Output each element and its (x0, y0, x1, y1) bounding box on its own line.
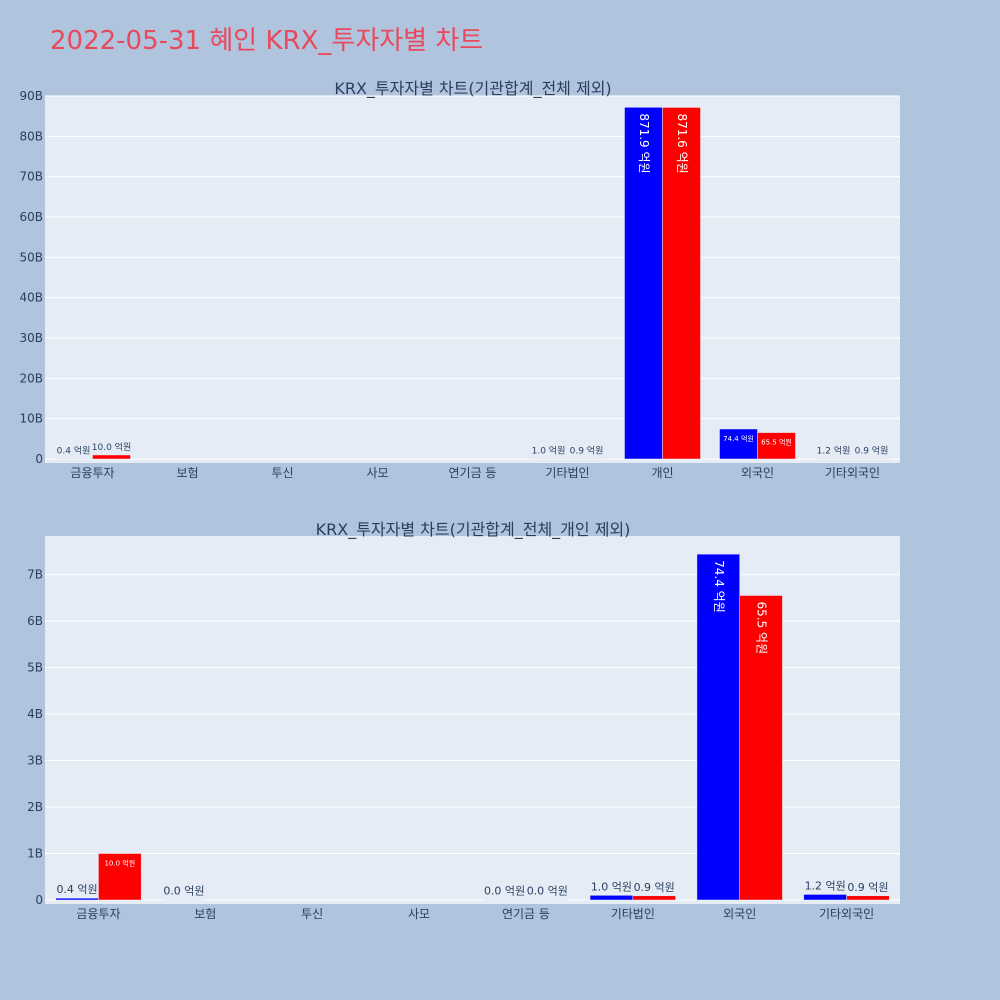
y-tick-label: 80B (19, 129, 43, 143)
x-tick-label: 금융투자 (76, 907, 120, 921)
bar-data-label: 0.4 억원 (56, 883, 97, 896)
bar-data-label: 871.6 억원 (675, 113, 689, 173)
bar-data-label: 10.0 억원 (104, 859, 135, 868)
y-tick-label: 3B (27, 754, 43, 768)
x-tick-label: 사모 (366, 466, 388, 480)
bar (814, 458, 853, 460)
bar (624, 107, 663, 460)
y-tick-label: 50B (19, 250, 43, 264)
y-tick-label: 10B (19, 412, 43, 426)
x-tick-label: 금융투자 (70, 466, 114, 480)
x-tick-label: 연기금 등 (502, 907, 550, 921)
x-tick-label: 투신 (301, 907, 323, 921)
bar-data-label: 1.2 억원 (805, 879, 846, 892)
bar-data-label: 1.0 억원 (591, 880, 632, 893)
bar (525, 899, 569, 901)
x-tick-label: 투신 (271, 466, 293, 480)
bar-data-label: 0.9 억원 (847, 881, 888, 894)
bar (55, 897, 99, 901)
bar (54, 458, 93, 460)
bar-data-label: 0.9 억원 (634, 881, 675, 894)
y-tick-label: 0 (35, 452, 43, 466)
bar-data-label: 0.0 억원 (484, 885, 525, 898)
bar (529, 458, 568, 460)
bar-data-label: 0.0 억원 (527, 885, 568, 898)
y-tick-label: 1B (27, 847, 43, 861)
bar-data-label: 871.9 억원 (637, 113, 651, 173)
bar (162, 899, 206, 901)
bar-data-label: 0.0 억원 (163, 885, 204, 898)
bar (803, 894, 847, 901)
bar (567, 458, 606, 460)
y-tick-label: 90B (19, 89, 43, 103)
y-tick-label: 4B (27, 707, 43, 721)
plot-area (45, 96, 900, 463)
x-tick-label: 연기금 등 (449, 466, 497, 480)
x-tick-label: 개인 (651, 466, 673, 480)
y-tick-label: 20B (19, 371, 43, 385)
bar (846, 895, 890, 901)
bar (589, 895, 634, 901)
chart-bottom: 0 1B 2B 3B 4B 5B 6B 7B KRX_투자자별 차트(기관합계_전체_개인 제외… (27, 520, 900, 921)
x-tick-label: 사모 (408, 907, 430, 921)
x-tick-label: 보험 (194, 907, 216, 921)
bar (719, 428, 758, 460)
chart-top: 0 10B 20B 30B 40B 50B 60B 70B 80B 90B KRX_투자자별 차트(… (19, 79, 900, 480)
y-tick-label: 30B (19, 331, 43, 345)
chart-title: KRX_투자자별 차트(기관합계_전체 제외) (334, 79, 611, 99)
chart-title: KRX_투자자별 차트(기관합계_전체_개인 제외) (316, 520, 631, 540)
x-tick-label: 기타법인 (611, 907, 655, 921)
bar (696, 553, 740, 901)
bar-data-label: 10.0 억원 (92, 441, 131, 453)
page-title: 2022-05-31 혜인 KRX_투자자별 차트 (50, 26, 484, 56)
bar (92, 454, 131, 460)
x-tick-label: 외국인 (723, 907, 756, 921)
bar-data-label: 1.2 억원 (817, 445, 851, 457)
bar-data-label: 0.4 억원 (57, 445, 91, 457)
bar (662, 107, 701, 460)
y-tick-label: 60B (19, 210, 43, 224)
x-tick-label: 외국인 (741, 466, 774, 480)
bar (739, 595, 783, 901)
y-tick-label: 2B (27, 800, 43, 814)
bar (632, 895, 676, 901)
y-tick-label: 70B (19, 170, 43, 184)
x-tick-label: 기타법인 (545, 466, 589, 480)
x-tick-label: 기타외국인 (825, 466, 880, 480)
x-tick-label: 보험 (176, 466, 198, 480)
bar (98, 853, 142, 901)
y-tick-label: 7B (27, 568, 43, 582)
bar-data-label: 74.4 억원 (712, 560, 726, 613)
y-tick-label: 40B (19, 291, 43, 305)
bar-data-label: 0.9 억원 (570, 445, 604, 457)
y-tick-label: 0 (35, 893, 43, 907)
y-tick-label: 5B (27, 661, 43, 675)
bar (482, 899, 527, 901)
x-tick-label: 기타외국인 (819, 907, 874, 921)
bar (757, 432, 796, 460)
bar-data-label: 1.0 억원 (532, 445, 566, 457)
bar-data-label: 74.4 억원 (723, 434, 754, 443)
bar-data-label: 65.5 억원 (761, 438, 792, 447)
bar-data-label: 0.9 억원 (855, 445, 889, 457)
bar (852, 458, 891, 460)
y-tick-label: 6B (27, 614, 43, 628)
bar-data-label: 65.5 억원 (755, 602, 769, 655)
